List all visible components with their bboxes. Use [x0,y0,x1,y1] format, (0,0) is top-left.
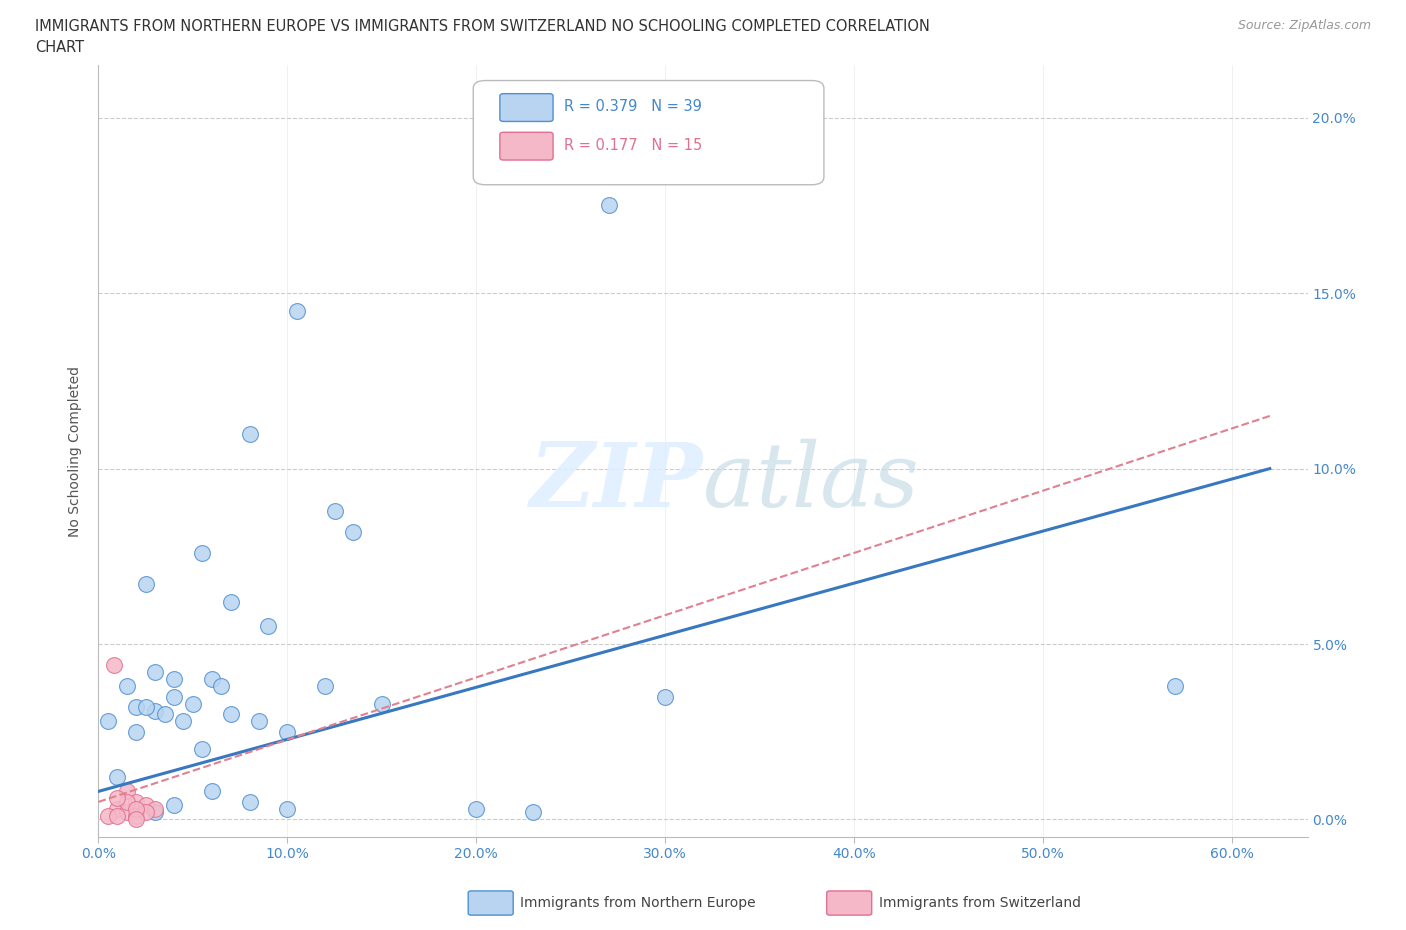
Point [247,714,270,729]
Point [276,724,298,739]
Point [115,794,138,809]
Point [314,679,336,694]
Point [598,198,620,213]
FancyBboxPatch shape [474,81,824,185]
Point [143,805,166,820]
Point [115,679,138,694]
Point [209,679,232,694]
Point [105,790,128,805]
Point [1164,679,1187,694]
Text: atlas: atlas [703,439,918,525]
Point [219,594,242,609]
Point [125,812,148,827]
Point [239,426,262,441]
Text: Immigrants from Northern Europe: Immigrants from Northern Europe [520,896,756,910]
FancyBboxPatch shape [501,132,553,160]
Point [257,619,280,634]
Point [105,808,128,823]
FancyBboxPatch shape [501,94,553,122]
Point [276,802,298,817]
Point [143,665,166,680]
Point [135,798,157,813]
Point [97,808,120,823]
Point [125,808,148,823]
Point [125,699,148,714]
Text: R = 0.379   N = 39: R = 0.379 N = 39 [564,100,702,114]
Point [135,577,157,591]
Text: CHART: CHART [35,40,84,55]
Point [191,742,214,757]
Point [371,697,394,711]
Point [201,784,224,799]
Point [143,802,166,817]
Point [172,714,194,729]
Point [153,707,176,722]
Point [115,784,138,799]
Point [201,671,224,686]
Text: R = 0.177   N = 15: R = 0.177 N = 15 [564,138,702,153]
Point [342,525,364,539]
Point [181,697,204,711]
Y-axis label: No Schooling Completed: No Schooling Completed [69,365,83,537]
Text: Immigrants from Switzerland: Immigrants from Switzerland [879,896,1081,910]
Text: ZIP: ZIP [530,439,703,525]
Point [125,724,148,739]
Point [285,303,308,318]
Point [105,770,128,785]
Point [105,802,128,817]
Point [103,658,125,672]
Point [143,703,166,718]
Point [125,794,148,809]
Point [465,802,488,817]
Point [522,805,544,820]
Point [323,503,346,518]
Point [115,805,138,820]
Point [239,794,262,809]
Point [163,689,186,704]
Point [125,802,148,817]
Point [163,798,186,813]
Text: Source: ZipAtlas.com: Source: ZipAtlas.com [1237,19,1371,32]
Point [654,689,676,704]
Point [135,805,157,820]
Point [219,707,242,722]
Point [97,714,120,729]
Point [135,699,157,714]
Point [191,545,214,560]
Text: IMMIGRANTS FROM NORTHERN EUROPE VS IMMIGRANTS FROM SWITZERLAND NO SCHOOLING COMP: IMMIGRANTS FROM NORTHERN EUROPE VS IMMIG… [35,19,929,33]
Point [163,671,186,686]
